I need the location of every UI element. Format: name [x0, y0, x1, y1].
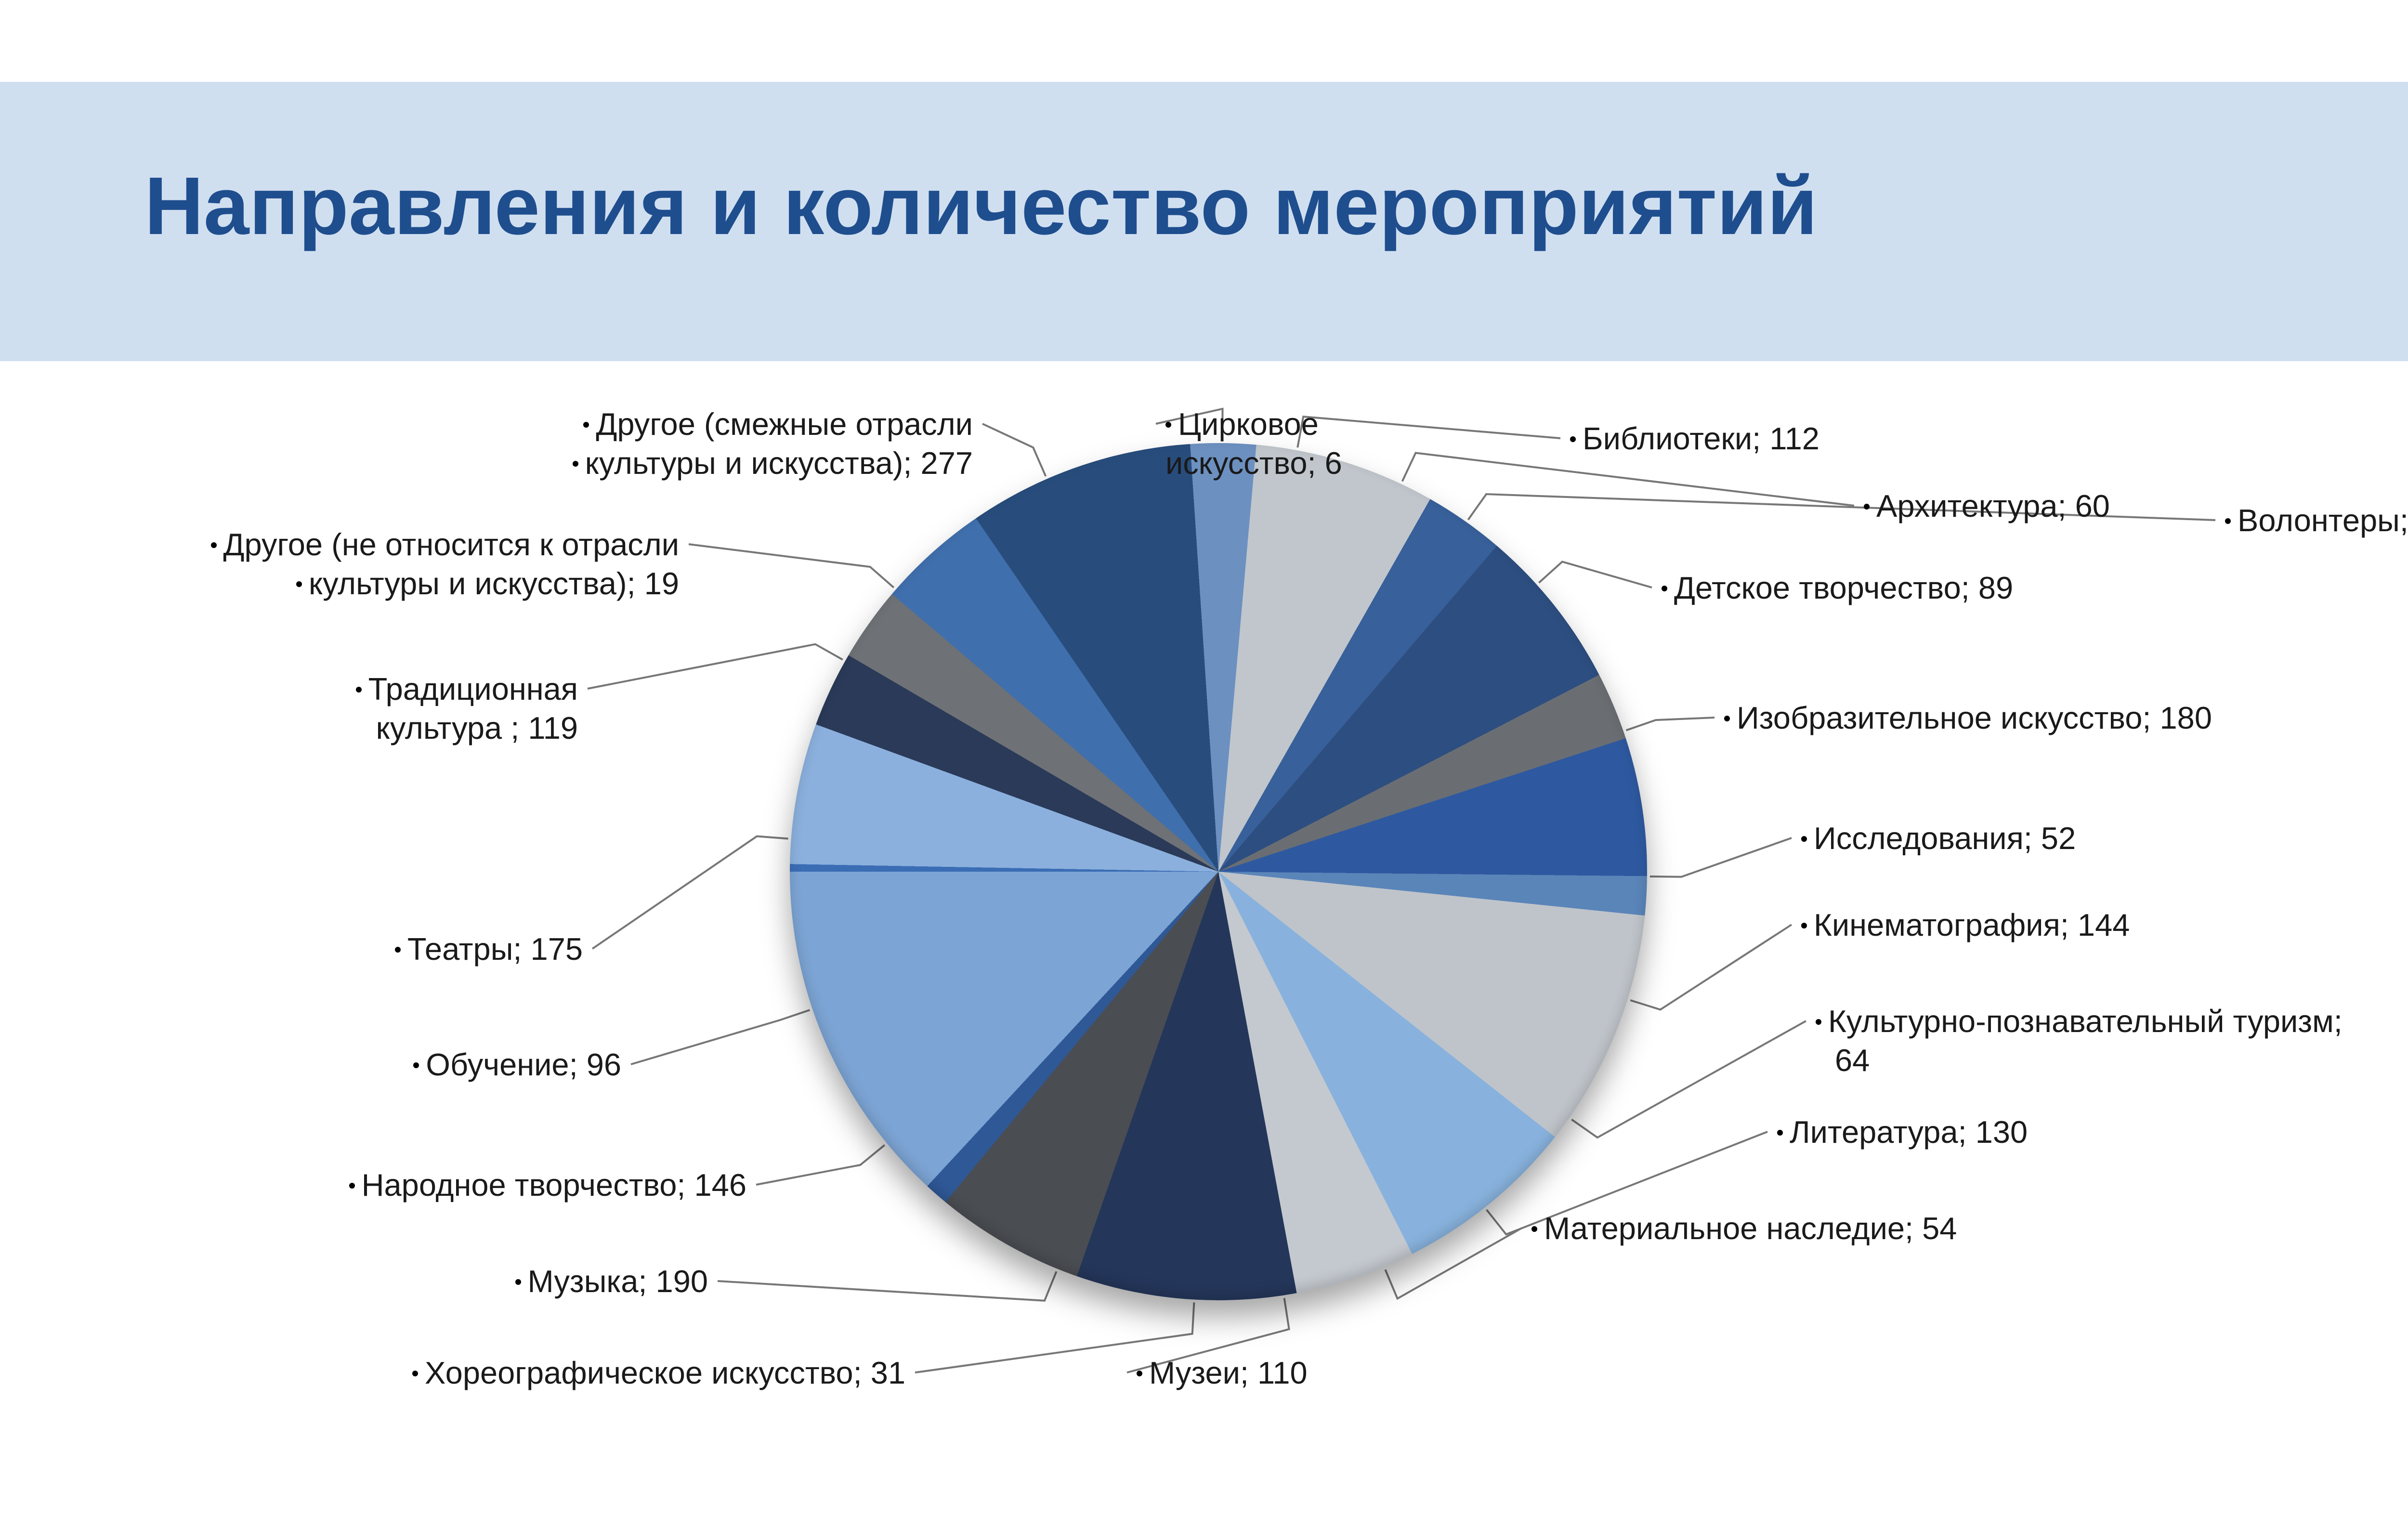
slice-label: Музыка; 190 [515, 1262, 708, 1301]
slice-label: Культурно-познавательный туризм;64 [1816, 1002, 2343, 1080]
slice-label: Библиотеки; 112 [1570, 419, 1819, 458]
slice-label: Детское творчество; 89 [1662, 568, 2013, 607]
leader-line [1638, 838, 1792, 877]
pie-chart: Цирковоеискусство; 6 Библиотеки; 112 Архит… [0, 361, 2408, 1517]
pie [790, 443, 1647, 1300]
slice-label: Народное творчество; 146 [349, 1165, 746, 1204]
leader-line [592, 836, 799, 949]
slice-label: Цирковоеискусство; 6 [1165, 405, 1342, 483]
slice-label: Традиционнаякультура ; 119 [356, 669, 578, 748]
slice-label: Материальное наследие; 54 [1531, 1209, 1957, 1248]
slice-label: Музеи; 110 [1137, 1353, 1308, 1392]
pie-wrap [790, 443, 1647, 1300]
page-title: Направления и количество мероприятий [144, 159, 1818, 253]
slice-label: Архитектура; 60 [1864, 486, 2110, 525]
slice-label: Другое (смежные отрасликультуры и искусс… [573, 405, 973, 483]
slice-label: Обучение; 96 [413, 1045, 621, 1084]
slice-label: Волонтеры; 59 [2225, 501, 2408, 540]
slice-label: Театры; 175 [395, 929, 583, 968]
slice-label: Кинематография; 144 [1801, 905, 2130, 944]
slice-label: Литература; 130 [1777, 1112, 2028, 1151]
slice-label: Исследования; 52 [1801, 819, 2076, 858]
slice-label: Другое (не относится к отрасликультуры и… [211, 525, 680, 603]
slice-label: Изобразительное искусство; 180 [1724, 698, 2212, 737]
slice-label: Хореографическое искусство; 31 [412, 1353, 905, 1392]
